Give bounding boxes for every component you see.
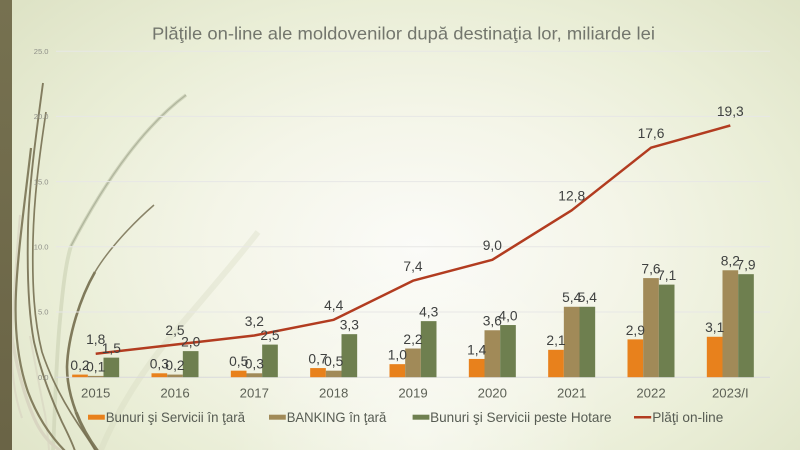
svg-text:2022: 2022 — [636, 385, 665, 400]
svg-text:Bunuri şi Servicii peste Hotar: Bunuri şi Servicii peste Hotare — [430, 410, 612, 425]
svg-text:15.0: 15.0 — [34, 177, 49, 186]
svg-text:3,2: 3,2 — [245, 314, 264, 329]
svg-text:2,9: 2,9 — [626, 323, 646, 338]
svg-text:4,3: 4,3 — [419, 305, 439, 320]
svg-text:20.0: 20.0 — [34, 112, 49, 121]
svg-text:12,8: 12,8 — [558, 189, 585, 204]
svg-text:0,2: 0,2 — [70, 358, 89, 373]
svg-text:0,2: 0,2 — [165, 358, 184, 373]
svg-text:Plăţi on-line: Plăţi on-line — [652, 410, 723, 425]
svg-text:0,5: 0,5 — [229, 354, 249, 369]
svg-text:BANKING în ţară: BANKING în ţară — [287, 410, 387, 425]
svg-text:0,5: 0,5 — [324, 354, 344, 369]
svg-text:4,0: 4,0 — [498, 308, 518, 323]
svg-text:2,0: 2,0 — [181, 335, 201, 350]
svg-text:1,4: 1,4 — [467, 342, 487, 357]
svg-text:2023/I: 2023/I — [712, 385, 749, 400]
svg-text:2015: 2015 — [81, 385, 110, 400]
svg-text:7,9: 7,9 — [736, 258, 756, 273]
svg-text:8,2: 8,2 — [721, 254, 740, 269]
svg-text:Plăţile on-line ale moldovenil: Plăţile on-line ale moldovenilor după de… — [152, 24, 655, 44]
svg-text:2020: 2020 — [478, 385, 507, 400]
svg-text:19,3: 19,3 — [717, 104, 744, 119]
svg-text:0,1: 0,1 — [86, 359, 105, 374]
svg-text:Bunuri şi Servicii în ţară: Bunuri şi Servicii în ţară — [106, 410, 246, 425]
svg-text:2016: 2016 — [160, 385, 189, 400]
svg-text:2,5: 2,5 — [165, 323, 185, 338]
svg-text:2017: 2017 — [240, 385, 269, 400]
svg-text:10.0: 10.0 — [34, 243, 49, 252]
svg-text:0,7: 0,7 — [308, 352, 327, 367]
svg-text:0.0: 0.0 — [38, 373, 49, 382]
svg-text:3,3: 3,3 — [340, 318, 360, 333]
svg-text:5.0: 5.0 — [38, 308, 49, 317]
svg-text:3,6: 3,6 — [483, 314, 503, 329]
svg-text:5,4: 5,4 — [578, 290, 598, 305]
svg-text:1,0: 1,0 — [388, 348, 408, 363]
svg-text:2021: 2021 — [557, 385, 586, 400]
svg-text:1,5: 1,5 — [102, 341, 122, 356]
svg-text:5,4: 5,4 — [562, 290, 582, 305]
svg-text:17,6: 17,6 — [638, 126, 665, 141]
svg-text:3,1: 3,1 — [705, 320, 724, 335]
svg-text:0,3: 0,3 — [245, 357, 265, 372]
svg-text:2,2: 2,2 — [403, 332, 422, 347]
svg-text:1,8: 1,8 — [86, 332, 106, 347]
svg-text:7,1: 7,1 — [657, 268, 676, 283]
svg-text:0,3: 0,3 — [150, 357, 170, 372]
svg-text:9,0: 9,0 — [483, 238, 503, 253]
svg-text:7,4: 7,4 — [403, 259, 423, 274]
svg-text:2018: 2018 — [319, 385, 348, 400]
svg-text:2019: 2019 — [398, 385, 427, 400]
svg-text:4,4: 4,4 — [324, 298, 344, 313]
svg-text:7,6: 7,6 — [641, 262, 661, 277]
svg-text:2,1: 2,1 — [546, 333, 565, 348]
svg-text:2,5: 2,5 — [260, 328, 280, 343]
svg-text:25.0: 25.0 — [34, 47, 49, 56]
